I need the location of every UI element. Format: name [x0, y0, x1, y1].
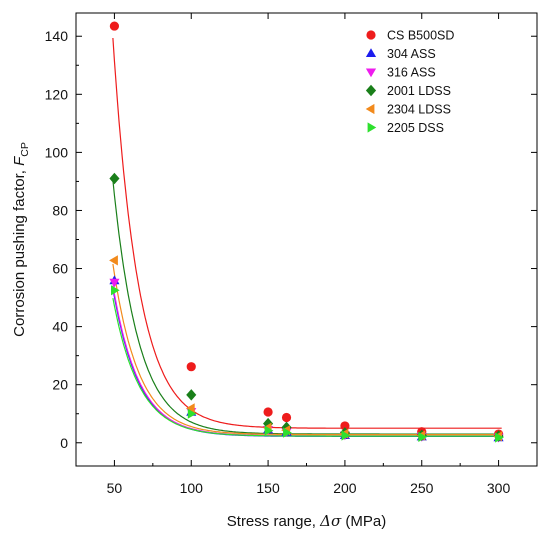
data-point-4-1 [186, 403, 195, 414]
y-tick-label-4: 80 [52, 202, 68, 218]
x-axis-title-prefix: Stress range, [227, 513, 320, 530]
legend-label-3: 2001 LDSS [387, 84, 451, 98]
data-point-5-6 [495, 432, 504, 443]
legend-label-1: 304 ASS [387, 47, 436, 61]
y-tick-label-5: 100 [45, 144, 69, 160]
fit-line-2 [112, 285, 502, 437]
x-tick-label-1: 100 [180, 480, 204, 496]
x-tick-label-4: 250 [410, 480, 434, 496]
plot-frame [75, 12, 538, 467]
data-point-5-2 [264, 425, 274, 436]
y-tick-label-1: 20 [52, 377, 68, 393]
y-axis-title-prefix: Corrosion pushing factor, [11, 166, 28, 337]
y-axis-title-subscript: CP [19, 142, 31, 157]
data-point-5-4 [341, 430, 351, 441]
legend-marker-3 [365, 84, 377, 97]
data-point-5-1 [187, 408, 197, 419]
data-point-2-0 [109, 278, 120, 288]
fit-line-3 [112, 180, 502, 435]
data-markers [109, 21, 504, 443]
data-point-5-0 [111, 285, 120, 296]
data-point-0-2 [263, 407, 273, 417]
data-point-0-1 [186, 362, 196, 372]
plot-frame-group [75, 12, 538, 467]
fit-line-4 [112, 263, 502, 436]
y-axis-title-symbol: F [11, 156, 28, 166]
data-point-0-4 [340, 421, 350, 431]
y-axis-title: Corrosion pushing factor, FCP [11, 142, 31, 337]
fit-line-0 [112, 37, 502, 429]
x-tick-label-5: 300 [487, 480, 511, 496]
legend-label-4: 2304 LDSS [387, 103, 451, 117]
data-point-3-0 [109, 172, 120, 185]
legend-marker-2 [365, 68, 377, 78]
legend-label-5: 2205 DSS [387, 121, 444, 135]
legend-marker-4 [365, 103, 375, 115]
y-tick-label-3: 60 [52, 261, 68, 277]
x-tick-label-3: 200 [333, 480, 357, 496]
data-point-0-0 [109, 21, 120, 31]
x-axis-title: Stress range, Δσ (MPa) [227, 512, 386, 530]
fit-line-1 [112, 288, 502, 437]
y-tick-label-7: 140 [45, 28, 69, 44]
legend-label-2: 316 ASS [387, 66, 436, 80]
data-point-0-3 [281, 412, 292, 423]
y-tick-label-2: 40 [52, 319, 68, 335]
fit-lines [112, 37, 502, 437]
y-tick-label-0: 0 [60, 435, 68, 451]
x-axis-title-unit: (MPa) [341, 513, 386, 530]
data-point-3-1 [186, 389, 197, 401]
data-point-5-3 [283, 427, 292, 438]
x-axis: 50 100 150 200 250 300 [107, 13, 511, 496]
x-tick-label-2: 150 [256, 480, 280, 496]
legend-label-0: CS B500SD [387, 29, 454, 43]
x-axis-title-symbol: Δσ [319, 512, 342, 530]
y-tick-label-6: 120 [45, 86, 69, 102]
x-tick-label-0: 50 [107, 480, 123, 496]
data-point-4-0 [109, 255, 118, 266]
y-axis: 0 20 40 60 80 100 120 140 [45, 28, 537, 451]
legend-marker-0 [366, 30, 376, 40]
data-point-5-5 [418, 431, 427, 442]
legend-marker-1 [365, 48, 377, 57]
legend: CS B500SD 304 ASS 316 ASS 2001 LDSS 2304 LDS… [365, 29, 454, 135]
legend-marker-5 [367, 122, 377, 133]
fit-line-5 [112, 297, 502, 437]
